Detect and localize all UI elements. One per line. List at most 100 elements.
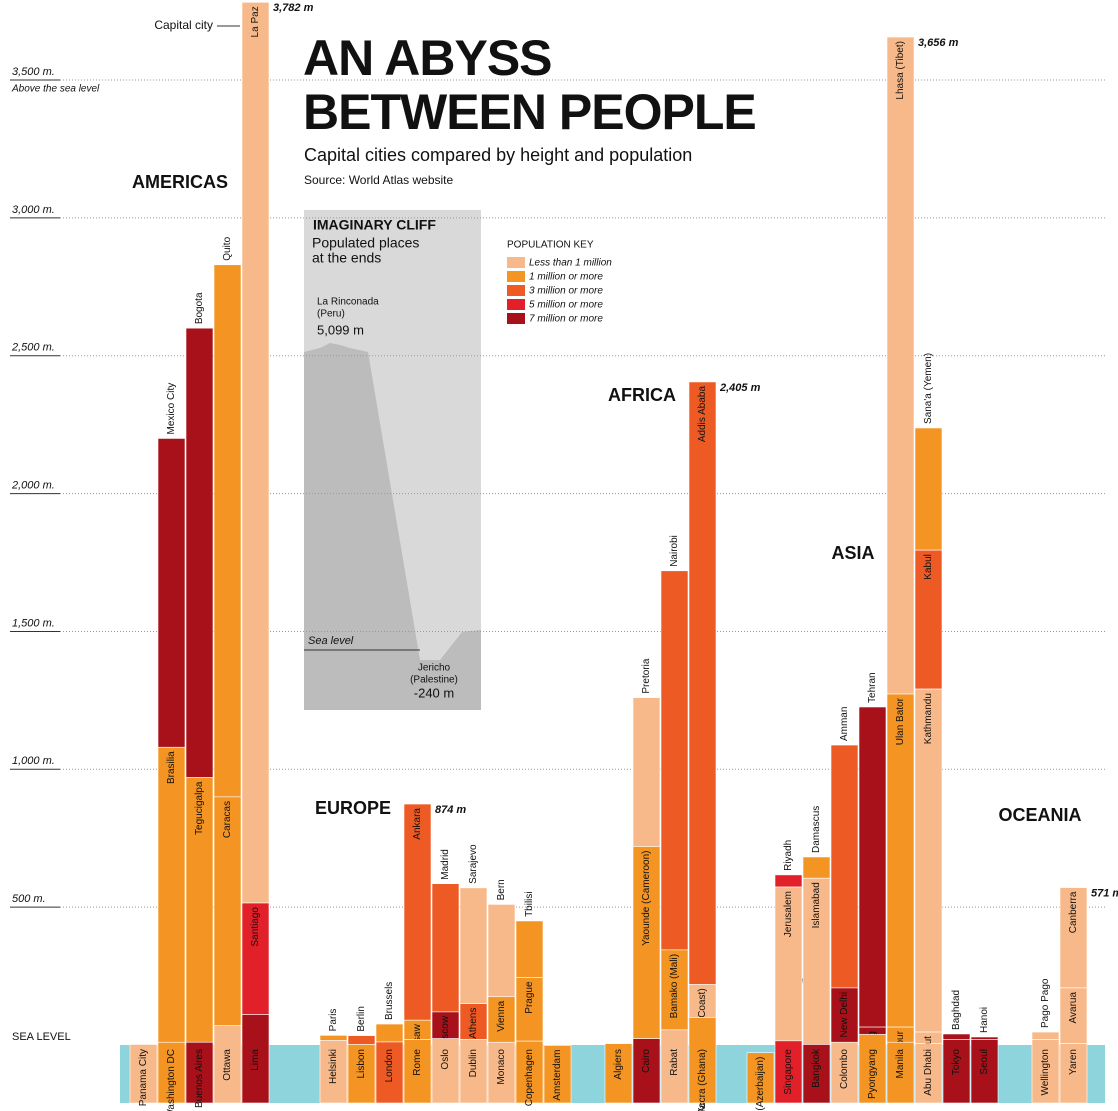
city-bar — [914, 549, 943, 690]
city-label: Lhasa (Tibet) — [895, 41, 906, 100]
inset-place: (Peru) — [317, 309, 345, 320]
city-label: Dublin — [468, 1049, 479, 1077]
city-label: Lisbon — [356, 1049, 367, 1078]
title: AN ABYSS — [303, 30, 552, 86]
city-label: Abu Dhabi — [923, 1049, 934, 1096]
city-label: Nairobi — [669, 535, 680, 567]
city-bar — [459, 1003, 488, 1040]
inset — [304, 210, 481, 710]
city-bar — [319, 1035, 348, 1041]
key-swatch — [507, 271, 525, 282]
city-bar — [970, 1039, 999, 1104]
city-bar — [487, 904, 516, 998]
elevation-label: 3,656 m — [918, 37, 959, 49]
elevation-label: 3,782 m — [273, 2, 314, 14]
key-label: 3 million or more — [529, 286, 603, 297]
y-tick-label: 1,000 m. — [12, 755, 55, 767]
city-bar — [802, 856, 831, 879]
city-label: Seoul — [979, 1049, 990, 1075]
city-bar — [241, 1014, 270, 1104]
city-bar — [914, 427, 943, 551]
elevation-label: 874 m — [435, 804, 466, 816]
city-label: Rome — [412, 1049, 423, 1076]
city-label: Jerusalem — [783, 891, 794, 937]
key-label: Less than 1 million — [529, 258, 612, 269]
inset-sea: Sea level — [308, 635, 354, 647]
city-bar — [1031, 1039, 1060, 1104]
city-bar — [830, 1041, 859, 1104]
city-label: Addis Ababa — [697, 386, 708, 443]
city-bar — [459, 1039, 488, 1104]
city-bar — [802, 877, 831, 1045]
city-label: Tbilisi — [524, 891, 535, 917]
city-label: Bern — [496, 879, 507, 900]
source: Source: World Atlas website — [304, 173, 454, 187]
y-tick-label: 1,500 m. — [12, 617, 55, 629]
city-bar — [688, 381, 717, 985]
city-label: Brasilia — [166, 751, 177, 784]
city-label: Riyadh — [783, 840, 794, 871]
city-label: Ulan Bator — [895, 697, 906, 745]
city-label: Madrid — [440, 849, 451, 880]
city-bar — [942, 1039, 971, 1104]
city-bar — [1031, 1031, 1060, 1040]
city-bar — [1059, 1043, 1088, 1104]
city-bar — [660, 570, 689, 951]
city-bar — [858, 1034, 887, 1104]
key-swatch — [507, 313, 525, 324]
city-label: Manila — [895, 1049, 906, 1079]
city-label: Kathmandu — [923, 693, 934, 744]
cliff-shape — [304, 343, 481, 710]
city-label: Prague — [524, 981, 535, 1014]
city-bar — [830, 744, 859, 989]
city-bar — [431, 1038, 460, 1104]
city-bar — [185, 1041, 214, 1104]
city-bar — [375, 1023, 404, 1043]
city-bar — [660, 1029, 689, 1104]
city-label: Tokyo — [951, 1049, 962, 1076]
city-bar — [886, 36, 915, 695]
city-bar — [1059, 987, 1088, 1044]
inset-place: Jericho — [418, 663, 451, 674]
city-bar — [515, 977, 544, 1042]
city-label: Amsterdam — [552, 1050, 563, 1101]
city-bar — [241, 902, 270, 1015]
city-label: Kabul — [923, 554, 934, 580]
city-label: Damascus — [811, 806, 822, 853]
city-label: New Delhi — [839, 992, 850, 1038]
city-label: La Paz — [250, 6, 261, 37]
city-label: Yaren — [1068, 1049, 1079, 1075]
city-label: Pago Pago — [1040, 978, 1051, 1028]
elevation-label: 2,405 m — [719, 382, 761, 394]
key-swatch — [507, 257, 525, 268]
inset-value: 5,099 m — [317, 322, 364, 337]
city-bar — [802, 1044, 831, 1104]
city-bar — [241, 1, 270, 904]
city-label: Oslo — [440, 1049, 451, 1070]
y-tick-label: 2,000 m. — [11, 480, 55, 492]
city-bar — [632, 1038, 661, 1104]
city-label: Washington DC — [166, 1049, 177, 1111]
city-bar — [319, 1040, 348, 1104]
city-label: Paris — [328, 1009, 339, 1032]
city-label: Quito — [222, 236, 233, 260]
city-bar — [157, 746, 186, 1043]
city-label: Sarajevo — [468, 844, 479, 884]
city-label: Wellington — [1040, 1049, 1051, 1096]
city-bar — [431, 1011, 460, 1039]
title: BETWEEN PEOPLE — [303, 84, 756, 140]
city-label: Berlin — [356, 1006, 367, 1032]
region-label: ASIA — [831, 543, 874, 563]
city-bar — [431, 883, 460, 1013]
inset-title: IMAGINARY CLIFF — [313, 217, 436, 233]
city-label: Amman — [839, 707, 850, 741]
city-bar — [688, 1017, 717, 1104]
city-label: Islamabad — [811, 882, 822, 928]
city-label: Sana'a (Yemen) — [923, 353, 934, 424]
key-swatch — [507, 285, 525, 296]
city-label: Brussels — [384, 982, 395, 1020]
city-label: Baghdad — [951, 990, 962, 1030]
city-label: Hanoi — [979, 1007, 990, 1033]
city-bar — [830, 987, 859, 1043]
